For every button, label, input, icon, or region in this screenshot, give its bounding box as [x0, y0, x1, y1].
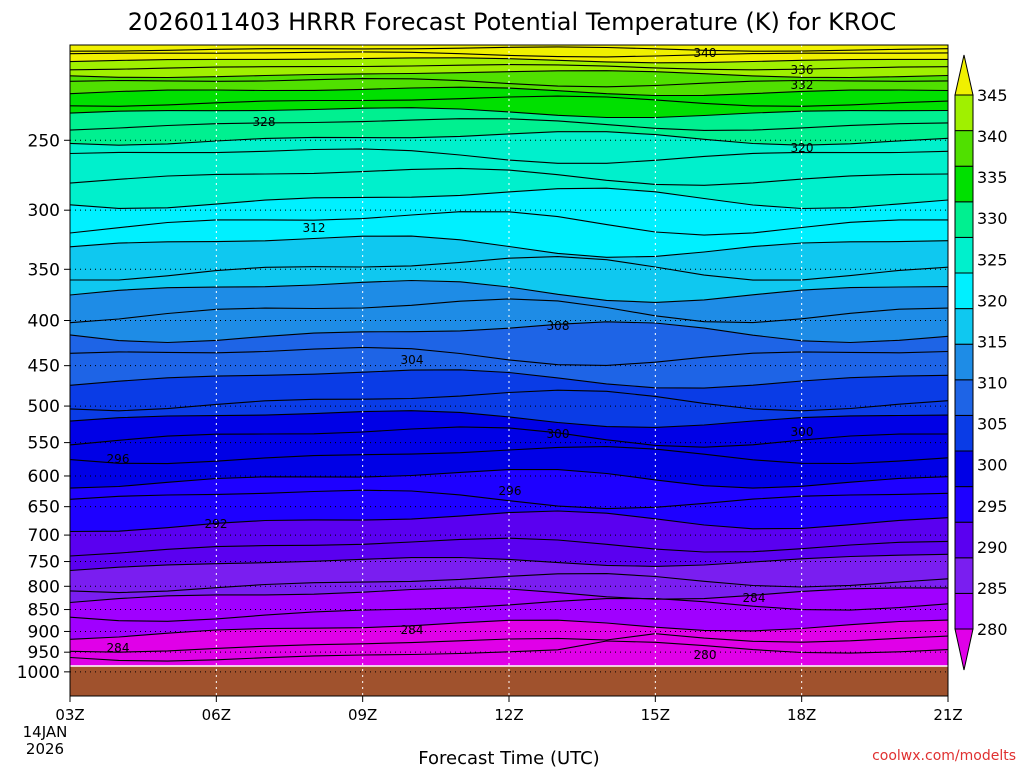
- y-tick-label: 400: [28, 311, 60, 331]
- contour-label: 320: [791, 141, 814, 155]
- contour-line: [69, 167, 949, 186]
- contour-line: [69, 426, 949, 448]
- start-date-year: 2026: [26, 740, 64, 758]
- x-tick-label: 12Z: [494, 706, 523, 724]
- contour-label: 340: [694, 46, 717, 60]
- contour-label: 284: [743, 591, 766, 605]
- y-tick-label: 900: [28, 622, 60, 642]
- contour-label: 312: [303, 221, 326, 235]
- fill-band: [70, 45, 948, 52]
- colorbar-swatch: [954, 236, 974, 274]
- x-tick-label: 15Z: [641, 706, 670, 724]
- contour-label: 304: [401, 353, 424, 367]
- x-tick-label: 18Z: [787, 706, 816, 724]
- y-axis: 2503003504004505005506006507007508008509…: [17, 131, 70, 683]
- colorbar-label: 290: [977, 538, 1008, 557]
- y-tick-label: 550: [28, 434, 60, 454]
- y-tick-label: 250: [28, 131, 60, 151]
- colorbar-swatch: [954, 379, 974, 416]
- colorbar-label: 345: [977, 86, 1008, 105]
- colorbar: 280 285 290 295 300 305 310 315 320 325 330 335 340 3…: [954, 54, 1008, 671]
- colorbar-swatch: [954, 486, 974, 523]
- y-tick-label: 750: [28, 553, 60, 573]
- colorbar-swatch: [954, 272, 974, 310]
- y-tick-label: 650: [28, 498, 60, 518]
- contour-label: 328: [253, 115, 276, 129]
- contour-line: [69, 553, 949, 572]
- grid-lines: [70, 45, 948, 696]
- x-tick-label: 03Z: [55, 706, 84, 724]
- colorbar-swatch: [954, 343, 974, 381]
- colorbar-swatch: [954, 521, 974, 559]
- y-tick-label: 800: [28, 577, 60, 597]
- start-date-day: 14JAN: [23, 723, 68, 741]
- colorbar-label: 310: [977, 374, 1008, 393]
- x-axis: 03Z 06Z 09Z 12Z 15Z 18Z 21Z: [55, 696, 963, 724]
- x-tick-label: 21Z: [933, 706, 962, 724]
- x-tick-label: 09Z: [348, 706, 377, 724]
- colorbar-top-arrow: [954, 54, 974, 96]
- y-tick-label: 350: [28, 260, 60, 280]
- colorbar-swatch: [954, 414, 974, 452]
- x-tick-label: 06Z: [202, 706, 231, 724]
- contour-line: [69, 446, 949, 465]
- colorbar-label: 295: [977, 497, 1008, 516]
- colorbar-swatch: [954, 308, 974, 345]
- y-tick-label: 850: [28, 601, 60, 621]
- contour-label: 308: [547, 319, 570, 333]
- contour-label: 280: [694, 648, 717, 662]
- contour-label: 292: [205, 517, 228, 531]
- contour-label: 296: [107, 452, 130, 466]
- contour-fill-layer: [70, 45, 948, 666]
- contour-line: [69, 51, 949, 58]
- y-tick-label: 500: [28, 397, 60, 417]
- contour-labels-layer: 284 284 280 284 292 296 296 300 300 304 308 312 320 3…: [107, 46, 814, 662]
- colorbar-swatch: [954, 165, 974, 203]
- contour-label: 300: [791, 425, 814, 439]
- colorbar-label: 335: [977, 168, 1008, 187]
- colorbar-label: 285: [977, 579, 1008, 598]
- colorbar-label: 340: [977, 127, 1008, 146]
- y-tick-label: 450: [28, 357, 60, 377]
- contour-line: [69, 389, 949, 412]
- colorbar-label: 280: [977, 620, 1008, 639]
- y-tick-label: 700: [28, 526, 60, 546]
- y-tick-label: 1000: [17, 663, 60, 683]
- colorbar-swatch: [954, 201, 974, 238]
- contour-label: 336: [791, 63, 814, 77]
- y-tick-label: 600: [28, 467, 60, 487]
- contour-label: 332: [791, 78, 814, 92]
- colorbar-label: 300: [977, 456, 1008, 475]
- contour-label: 296: [499, 484, 522, 498]
- colorbar-label: 305: [977, 415, 1008, 434]
- colorbar-swatch: [954, 450, 974, 488]
- colorbar-label: 330: [977, 209, 1008, 228]
- credit-text: coolwx.com/modelts: [872, 748, 1016, 764]
- contour-label: 300: [547, 427, 570, 441]
- contour-line: [69, 510, 949, 533]
- colorbar-swatch: [954, 130, 974, 167]
- chart-title: 2026011403 HRRR Forecast Potential Tempe…: [128, 8, 896, 36]
- colorbar-swatch: [954, 557, 974, 594]
- colorbar-label: 320: [977, 291, 1008, 310]
- x-axis-label: Forecast Time (UTC): [418, 748, 599, 768]
- colorbar-label: 315: [977, 332, 1008, 351]
- colorbar-swatch: [954, 94, 974, 132]
- y-tick-label: 950: [28, 643, 60, 663]
- y-tick-label: 300: [28, 201, 60, 221]
- colorbar-bottom-arrow: [954, 628, 974, 671]
- contour-label: 284: [401, 623, 424, 637]
- colorbar-swatch: [954, 592, 974, 630]
- contour-label: 284: [107, 641, 130, 655]
- colorbar-label: 325: [977, 250, 1008, 269]
